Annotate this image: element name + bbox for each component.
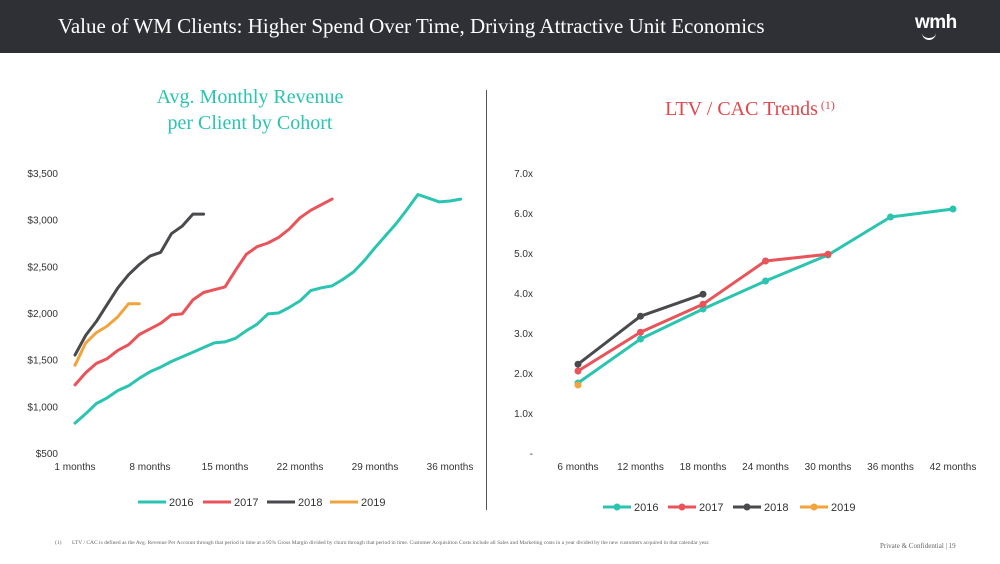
y-tick-label: 7.0x bbox=[514, 169, 533, 180]
x-tick-label: 8 months bbox=[129, 462, 170, 473]
data-point-2017 bbox=[574, 367, 582, 375]
y-tick-label: $500 bbox=[36, 449, 59, 460]
y-tick-label: $3,000 bbox=[27, 216, 58, 227]
page-title: Value of WM Clients: Higher Spend Over T… bbox=[58, 14, 765, 38]
legend-marker-2016 bbox=[613, 503, 621, 511]
y-tick-label: 5.0x bbox=[514, 249, 533, 260]
y-tick-label: 3.0x bbox=[514, 329, 533, 340]
y-tick-label: $3,500 bbox=[27, 169, 58, 180]
header-bar: Value of WM Clients: Higher Spend Over T… bbox=[0, 0, 1000, 53]
data-point-2016 bbox=[762, 277, 769, 285]
series-line-2018 bbox=[73, 212, 206, 357]
data-point-2017 bbox=[824, 250, 832, 258]
left-chart-title-line2: per Client by Cohort bbox=[167, 112, 333, 134]
data-point-2019 bbox=[574, 381, 582, 389]
data-point-2017 bbox=[699, 300, 707, 308]
legend-label-2017: 2017 bbox=[699, 502, 723, 514]
logo-smile-icon bbox=[922, 33, 936, 40]
revenue-cohort-chart: $500 $1,000 $1,500 $2,000 $2,500 $3,000 $3,500… bbox=[27, 169, 474, 509]
legend-marker-2017 bbox=[678, 503, 686, 511]
footer-confidential: Private & Confidential | 19 bbox=[880, 542, 956, 550]
series-line-2016 bbox=[73, 193, 463, 425]
legend-label-2016: 2016 bbox=[169, 497, 193, 509]
legend-label-2019: 2019 bbox=[361, 497, 385, 509]
data-point-2018 bbox=[637, 312, 644, 320]
y-tick-label: $1,000 bbox=[27, 402, 58, 413]
legend-label-2017: 2017 bbox=[234, 497, 258, 509]
right-chart-title: LTV / CAC Trends (1) bbox=[620, 96, 880, 122]
data-point-2016 bbox=[637, 335, 644, 343]
x-tick-label: 12 months bbox=[617, 462, 664, 473]
x-tick-label: 30 months bbox=[805, 462, 852, 473]
right-chart-title-footnote-marker: (1) bbox=[820, 98, 835, 112]
legend-marker-2018 bbox=[743, 503, 751, 511]
data-point-2016 bbox=[699, 305, 707, 313]
legend-marker-2019 bbox=[810, 503, 818, 511]
series-line-2016 bbox=[577, 207, 954, 385]
right-chart-title-main: LTV / CAC Trends bbox=[665, 98, 818, 120]
x-tick-label: 18 months bbox=[680, 462, 727, 473]
y-tick-label: - bbox=[530, 449, 533, 460]
x-tick-label: 36 months bbox=[427, 462, 474, 473]
legend-label-2018: 2018 bbox=[298, 497, 322, 509]
footnote-text: LTV / CAC is defined as the Avg. Revenue… bbox=[72, 540, 710, 546]
y-tick-label: 6.0x bbox=[514, 209, 533, 220]
data-point-2018 bbox=[699, 290, 707, 298]
data-point-2017 bbox=[637, 328, 644, 336]
x-tick-label: 6 months bbox=[557, 462, 598, 473]
footnote: (1) LTV / CAC is defined as the Avg. Rev… bbox=[55, 539, 738, 547]
series-line-2017 bbox=[73, 197, 334, 387]
data-point-2016 bbox=[887, 213, 894, 221]
x-tick-label: 24 months bbox=[742, 462, 789, 473]
data-point-2016 bbox=[949, 205, 957, 213]
data-point-2017 bbox=[762, 257, 769, 265]
y-tick-label: 4.0x bbox=[514, 289, 533, 300]
x-tick-label: 36 months bbox=[867, 462, 914, 473]
chart-divider bbox=[486, 90, 487, 510]
x-tick-label: 29 months bbox=[352, 462, 399, 473]
footnote-marker: (1) bbox=[55, 540, 62, 546]
left-chart-title-line1: Avg. Monthly Revenue bbox=[156, 86, 344, 108]
y-tick-label: 2.0x bbox=[514, 369, 533, 380]
y-tick-label: $2,500 bbox=[27, 262, 58, 273]
left-chart-title: Avg. Monthly Revenue per Client by Cohor… bbox=[120, 84, 380, 136]
y-tick-label: $1,500 bbox=[27, 356, 58, 367]
data-point-2018 bbox=[574, 360, 582, 368]
company-logo: wmh bbox=[915, 12, 957, 33]
series-line-2019 bbox=[73, 302, 141, 367]
x-tick-label: 15 months bbox=[202, 462, 249, 473]
x-tick-label: 22 months bbox=[277, 462, 324, 473]
y-tick-label: $2,000 bbox=[27, 309, 58, 320]
legend-label-2019: 2019 bbox=[831, 502, 855, 514]
legend-label-2016: 2016 bbox=[634, 502, 658, 514]
legend-label-2018: 2018 bbox=[764, 502, 788, 514]
y-tick-label: 1.0x bbox=[514, 409, 533, 420]
x-tick-label: 42 months bbox=[930, 462, 977, 473]
x-tick-label: 1 months bbox=[54, 462, 95, 473]
